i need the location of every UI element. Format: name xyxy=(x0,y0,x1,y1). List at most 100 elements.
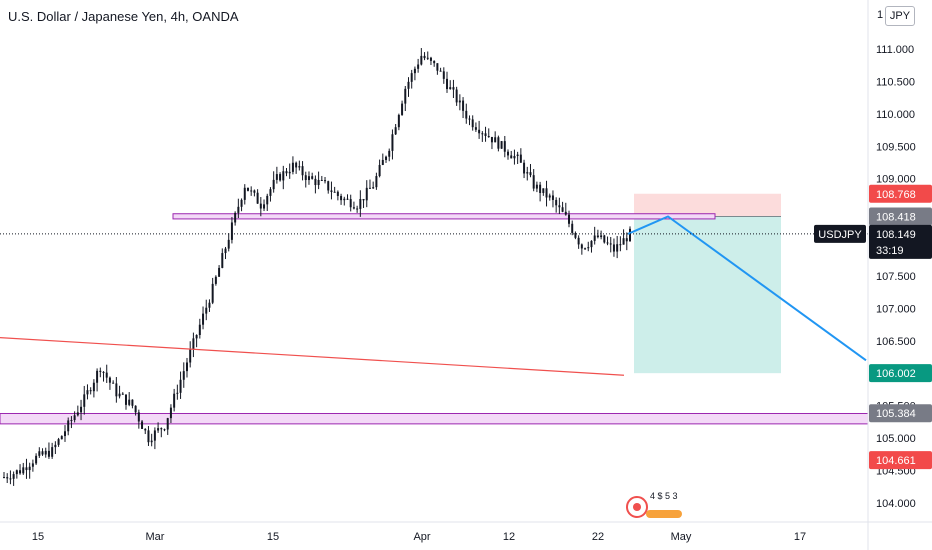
time-axis-label: 15 xyxy=(267,531,279,543)
candle xyxy=(593,226,596,245)
price-tag[interactable]: 108.418 xyxy=(869,207,932,226)
candle-body xyxy=(266,195,269,205)
candle-body xyxy=(558,205,561,208)
candle xyxy=(365,180,368,208)
symbol-tag-box xyxy=(814,224,866,243)
candle-body xyxy=(246,187,249,191)
candle xyxy=(179,371,182,399)
candle-body xyxy=(301,166,304,176)
candle xyxy=(320,175,323,181)
candle xyxy=(558,197,561,215)
candle-body xyxy=(343,198,346,201)
candle-body xyxy=(263,204,266,209)
projection-path[interactable] xyxy=(627,215,867,362)
candle-body xyxy=(629,228,631,242)
time-axis-label: Apr xyxy=(413,531,430,543)
candle-body xyxy=(92,382,95,392)
price-axis-label: 109.000 xyxy=(876,174,916,186)
candle xyxy=(63,425,66,442)
candle-body xyxy=(121,393,124,395)
price-tag-label: 106.002 xyxy=(876,368,916,380)
candle xyxy=(577,235,580,249)
support-zone[interactable] xyxy=(0,412,869,425)
candle-body xyxy=(413,68,416,74)
candle-body xyxy=(394,127,397,135)
price-axis-label: 106.500 xyxy=(876,336,916,348)
candle-body xyxy=(426,57,429,59)
candle-body xyxy=(76,412,79,416)
candle xyxy=(356,205,359,213)
candle xyxy=(51,442,54,459)
candle xyxy=(214,275,217,286)
candle-body xyxy=(468,118,471,120)
candle xyxy=(211,277,214,305)
candle xyxy=(603,234,606,244)
candle xyxy=(510,150,513,159)
candle-body xyxy=(314,178,317,186)
price-tag[interactable]: 108.149 33:19 xyxy=(869,224,932,259)
candle-body xyxy=(185,362,188,372)
candle xyxy=(343,196,346,206)
candle xyxy=(606,236,609,246)
candle-body xyxy=(131,399,134,406)
price-tag[interactable]: 106.002 xyxy=(869,364,932,383)
events-badge[interactable]: 4 $ 5 3 xyxy=(626,491,682,518)
candle xyxy=(590,240,593,253)
candle xyxy=(442,67,445,84)
candle-body xyxy=(307,176,310,181)
candle xyxy=(426,51,429,60)
candle xyxy=(234,211,237,226)
candle xyxy=(108,376,111,390)
candle xyxy=(269,187,272,202)
candle xyxy=(185,357,188,378)
symbol-tag[interactable]: USDJPY xyxy=(814,224,866,243)
currency-button[interactable]: JPY xyxy=(885,6,915,26)
price-axis-label: 107.500 xyxy=(876,271,916,283)
candle xyxy=(70,416,73,429)
candle xyxy=(609,236,612,253)
take-profit-zone[interactable] xyxy=(634,216,781,374)
candle-body xyxy=(494,137,497,143)
candle-body xyxy=(542,188,545,193)
candle-body xyxy=(481,133,484,135)
candle-body xyxy=(417,64,420,69)
resistance-zone[interactable] xyxy=(172,213,716,220)
candle xyxy=(137,409,140,429)
candle xyxy=(535,181,538,193)
candle-body xyxy=(410,73,413,82)
candle-body xyxy=(401,103,404,115)
candle-body xyxy=(311,176,314,179)
price-tag-box xyxy=(869,364,932,383)
candle xyxy=(401,100,404,116)
candle-body xyxy=(275,174,278,180)
candle-body xyxy=(606,242,609,244)
candle-body xyxy=(503,141,506,152)
candle xyxy=(571,220,574,236)
candle xyxy=(9,470,12,485)
candle-body xyxy=(221,253,224,268)
candle-body xyxy=(137,412,140,422)
candle-body xyxy=(83,394,86,407)
candle xyxy=(619,236,622,252)
price-tag[interactable]: 104.661 xyxy=(869,451,932,470)
candle-body xyxy=(96,370,99,383)
candle-body xyxy=(153,430,156,441)
countdown-label: 33:19 xyxy=(876,245,904,257)
candle-body xyxy=(218,267,221,277)
candle xyxy=(112,380,115,384)
trend-line[interactable] xyxy=(0,337,625,376)
stop-loss-zone[interactable] xyxy=(634,193,781,217)
candle xyxy=(266,193,269,212)
candle-body xyxy=(327,181,330,191)
price-tag[interactable]: 105.384 xyxy=(869,404,932,423)
candle xyxy=(218,265,221,277)
candle xyxy=(490,136,493,150)
candle-body xyxy=(134,405,137,413)
price-tag[interactable]: 108.768 xyxy=(869,184,932,203)
candle-body xyxy=(189,349,192,363)
candle xyxy=(38,447,41,458)
price-axis-label: 109.500 xyxy=(876,141,916,153)
candle xyxy=(481,131,484,142)
candle xyxy=(587,241,590,252)
